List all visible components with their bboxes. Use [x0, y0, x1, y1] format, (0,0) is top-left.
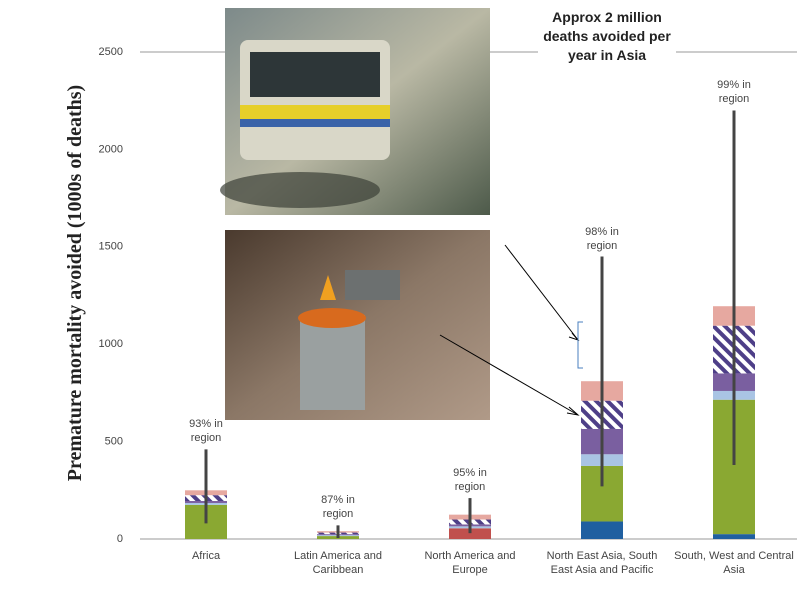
x-tick-label: North East Asia, South East Asia and Pac… — [540, 549, 664, 577]
y-tick-label: 1000 — [99, 338, 123, 350]
region-share-label: 95% in region — [440, 466, 500, 494]
bar-segment — [581, 521, 623, 539]
x-tick-label: Africa — [144, 549, 268, 563]
y-tick-label: 2000 — [99, 143, 123, 155]
x-tick-label: South, West and Central Asia — [672, 549, 796, 577]
y-tick-label: 2500 — [99, 46, 123, 58]
region-share-label: 87% in region — [308, 493, 368, 521]
y-tick-label: 1500 — [99, 241, 123, 253]
annotation: Approx 2 million deaths avoided per year… — [538, 8, 676, 65]
page: 0 500 1000 1500 2000 2500 Premature mortality… — [0, 0, 797, 594]
chart: 0 500 1000 1500 2000 2500 — [0, 0, 797, 594]
region-share-label: 99% in region — [704, 78, 764, 106]
photo-bus — [220, 8, 490, 215]
x-tick-label: North America and Europe — [408, 549, 532, 577]
y-tick-label: 0 — [117, 533, 123, 545]
bar-segment — [713, 534, 755, 539]
x-tick-label: Latin America and Caribbean — [276, 549, 400, 577]
region-share-label: 98% in region — [572, 225, 632, 253]
region-share-label: 93% in region — [176, 417, 236, 445]
photo-stove — [225, 230, 490, 420]
y-axis-title: Premature mortality avoided (1000s of de… — [62, 73, 88, 493]
y-tick-label: 500 — [105, 436, 123, 448]
